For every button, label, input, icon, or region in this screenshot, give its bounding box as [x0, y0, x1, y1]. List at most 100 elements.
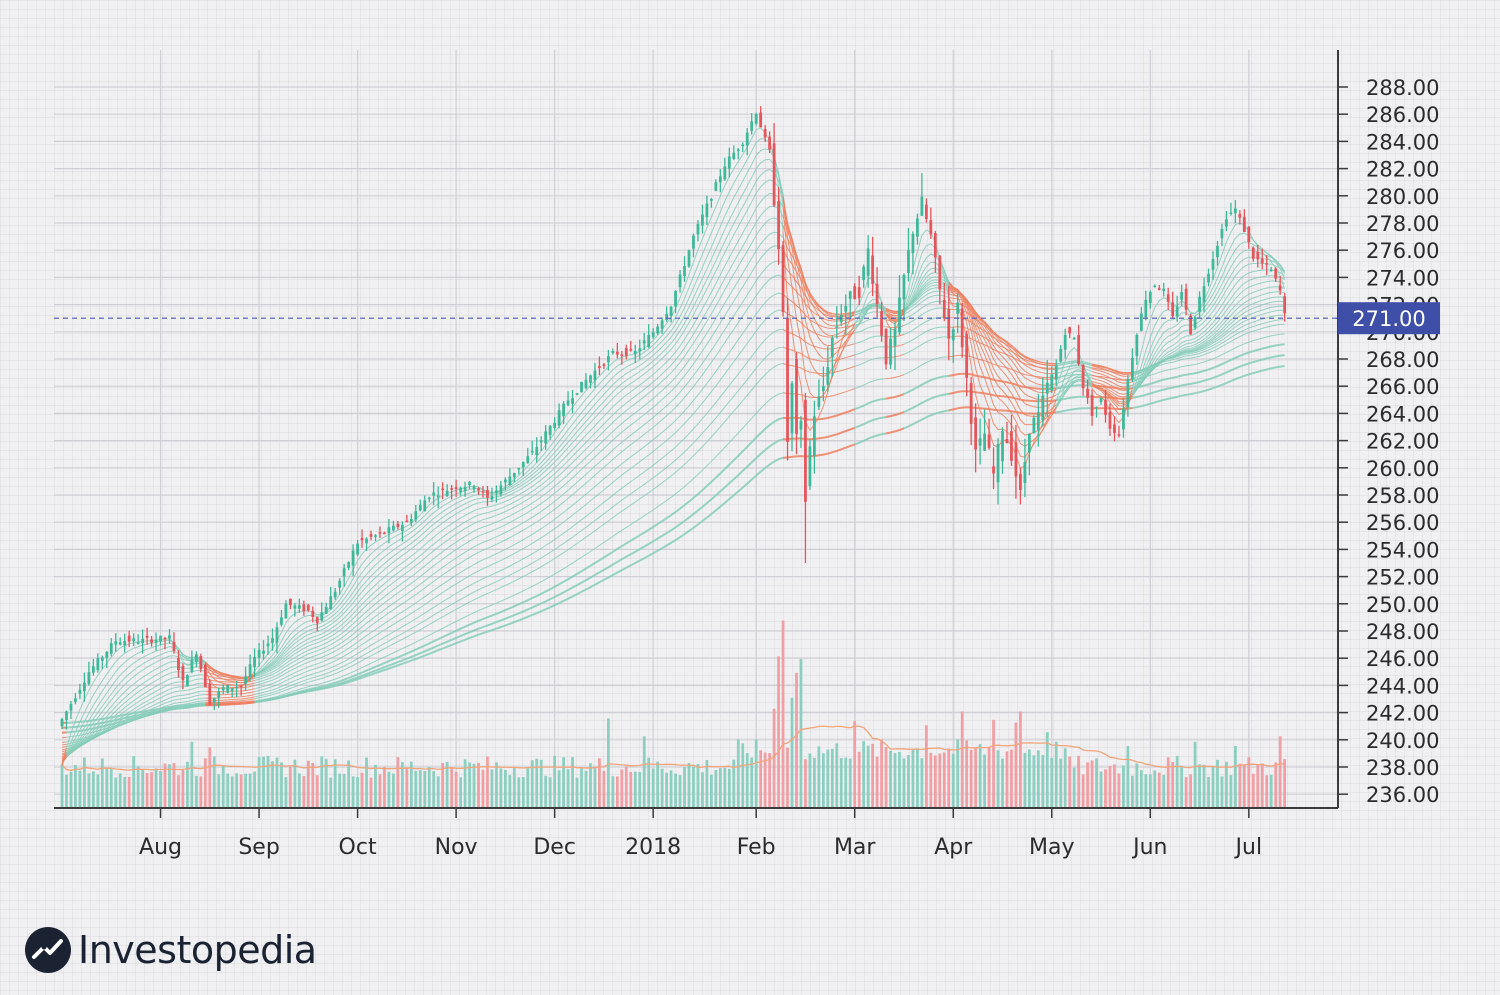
ribbon-line [782, 293, 855, 329]
volume-bar [136, 766, 140, 808]
volume-bar [1189, 774, 1192, 808]
candle-body [441, 488, 445, 490]
candle-body [557, 410, 561, 426]
volume-bar [517, 777, 521, 808]
candle-body [1216, 245, 1219, 258]
volume-bar [239, 774, 243, 808]
volume-bar [960, 711, 964, 808]
candle-body [544, 431, 548, 444]
x-tick-label: Aug [139, 835, 182, 860]
volume-bar [1216, 759, 1219, 808]
candle-body [911, 233, 915, 254]
ribbon-line [1131, 249, 1286, 397]
candle-body [244, 676, 248, 684]
volume-bar [665, 772, 668, 808]
ribbon-line [903, 243, 950, 311]
volume-bar [199, 776, 203, 808]
ribbon-line [783, 426, 856, 441]
volume-bar [1041, 754, 1045, 808]
ribbon-line [1091, 385, 1133, 403]
candle-body [320, 612, 324, 621]
volume-bar [996, 750, 1000, 808]
ribbon-line [854, 397, 887, 411]
ribbon-line [854, 416, 887, 429]
volume-bar [248, 773, 252, 808]
candle-body [974, 417, 978, 450]
ribbon-line [854, 303, 887, 313]
candle-body [100, 657, 104, 661]
ribbon-line [886, 318, 905, 322]
volume-bar [544, 775, 548, 808]
volume-bar [396, 757, 400, 808]
candle-body [280, 617, 283, 625]
current-price-tag [1338, 302, 1440, 335]
volume-bar [705, 759, 709, 808]
ribbon-line [254, 309, 784, 693]
volume-bar [481, 769, 485, 808]
candle-body [701, 214, 704, 226]
ribbon-line [254, 346, 784, 698]
volume-bar [508, 775, 512, 808]
candle-body [1198, 296, 1201, 312]
volume-bar [194, 775, 198, 808]
volume-bar [965, 740, 969, 808]
candle-body [311, 610, 315, 617]
volume-bar [311, 763, 315, 808]
ribbon-line [885, 411, 905, 418]
ribbon-line [254, 231, 784, 679]
volume-bar [1166, 757, 1170, 808]
volume-bar [418, 770, 422, 808]
candle-body [181, 665, 185, 681]
candle-body [692, 235, 695, 249]
volume-bar [409, 761, 413, 808]
volume-bar [593, 766, 597, 808]
candle-body [109, 643, 113, 654]
ribbon-line [903, 409, 949, 430]
candle-body [924, 204, 928, 219]
candle-body [660, 320, 664, 329]
candle-body [333, 591, 337, 598]
y-tick-label: 286.00 [1366, 103, 1439, 127]
ribbon-line [205, 682, 255, 686]
candle-body [463, 487, 467, 491]
candle-body [736, 149, 740, 151]
y-tick-label: 236.00 [1366, 783, 1439, 807]
candle-body [427, 497, 431, 500]
candle-body [445, 490, 449, 497]
volume-bar [1211, 766, 1215, 808]
candle-body [1122, 408, 1125, 430]
volume-bar [575, 777, 579, 808]
candle-body [1126, 379, 1130, 408]
ribbon-line [61, 753, 67, 756]
volume-bar [562, 757, 565, 808]
candle-body [1010, 431, 1013, 461]
volume-bar [289, 767, 292, 808]
candle-body [884, 328, 888, 365]
candle-body [190, 659, 194, 672]
candle-body [826, 367, 830, 385]
candle-body [499, 485, 503, 495]
candle-body [1220, 229, 1224, 239]
ribbon-line [885, 308, 905, 313]
ribbon-line [854, 289, 887, 325]
ribbon-line [782, 194, 856, 360]
candle-body [1202, 286, 1206, 302]
candle-body [262, 650, 265, 654]
candle-body [1139, 313, 1143, 331]
volume-bar [696, 764, 700, 808]
volume-bar [642, 736, 646, 808]
candle-body [1077, 335, 1081, 365]
volume-bar [933, 755, 937, 808]
candle-body [835, 326, 839, 329]
candle-body [324, 606, 328, 614]
volume-bar [1019, 711, 1022, 808]
ribbon-line [903, 307, 949, 326]
ribbon-line [1131, 262, 1285, 396]
volume-bar [1278, 736, 1282, 808]
ribbon-line [903, 300, 949, 320]
volume-moving-average [61, 725, 1285, 772]
ribbon-line [1091, 388, 1133, 424]
volume-bar [360, 772, 364, 808]
ribbon-line [1056, 395, 1093, 402]
volume-bar [1063, 748, 1067, 808]
